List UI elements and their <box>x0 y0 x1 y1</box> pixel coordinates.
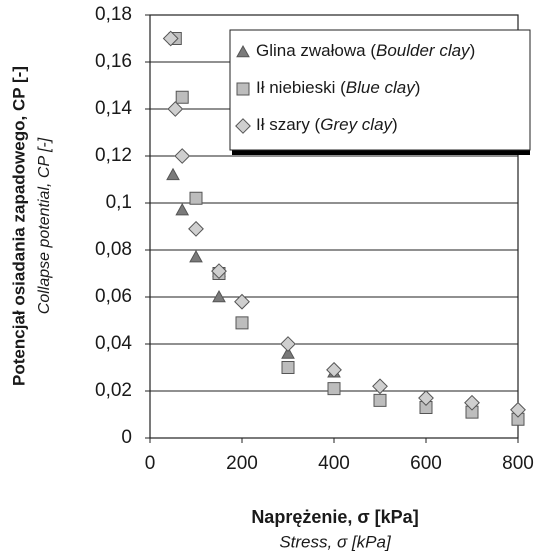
legend-label-part: Ił szary ( <box>256 115 321 134</box>
marker <box>510 401 526 418</box>
y-tick-label: 0,04 <box>95 333 132 354</box>
marker <box>281 361 295 374</box>
x-tick-label: 0 <box>145 453 156 474</box>
marker <box>234 293 250 310</box>
marker <box>175 203 190 216</box>
legend-label-part: Grey clay <box>320 115 393 134</box>
marker <box>162 30 179 47</box>
x-tick-label: 200 <box>226 453 258 474</box>
marker <box>189 191 203 205</box>
legend-shadow <box>232 148 530 155</box>
legend-marker <box>235 118 251 134</box>
legend-label-part: ) <box>392 115 398 134</box>
marker <box>281 346 295 359</box>
marker <box>188 220 204 237</box>
marker <box>212 289 226 303</box>
marker <box>372 378 388 395</box>
x-axis-label-en: Stress, σ [kPa] <box>279 532 392 551</box>
marker <box>174 148 191 164</box>
marker <box>235 316 249 330</box>
legend-label: Ił niebieski (Blue clay) <box>256 78 420 97</box>
marker <box>280 336 296 352</box>
y-tick-label: 0,08 <box>95 239 132 260</box>
y-tick-label: 0,16 <box>95 51 132 72</box>
x-tick-label: 600 <box>410 453 442 474</box>
y-axis-label: Potencjał osiadania zapadowego, CP [-] <box>9 66 28 386</box>
legend-label: Ił szary (Grey clay) <box>256 115 398 134</box>
marker <box>418 390 434 406</box>
marker <box>326 361 342 378</box>
legend-label-part: Blue clay <box>346 78 416 97</box>
legend-label-part: ) <box>470 41 476 60</box>
legend-label-part: ) <box>415 78 421 97</box>
y-tick-label: 0,1 <box>106 192 132 213</box>
y-tick-label: 0,14 <box>95 98 132 119</box>
marker <box>175 90 189 104</box>
legend-marker <box>236 82 250 96</box>
marker <box>464 394 480 411</box>
y-tick-label: 0,18 <box>95 4 132 25</box>
marker <box>189 250 203 263</box>
y-tick-label: 0 <box>121 427 132 448</box>
legend-box <box>229 29 531 151</box>
x-tick-label: 400 <box>318 453 350 474</box>
legend-marker <box>236 44 250 58</box>
x-axis-label: Naprężenie, σ [kPa] <box>251 507 418 527</box>
legend-label-part: Boulder clay <box>376 41 471 60</box>
y-tick-label: 0,12 <box>95 145 132 166</box>
y-tick-label: 0,02 <box>95 380 132 401</box>
x-tick-label: 800 <box>502 453 534 474</box>
legend-label-part: Glina zwałowa ( <box>256 41 376 60</box>
marker <box>327 382 341 396</box>
marker <box>167 101 184 117</box>
y-tick-label: 0,06 <box>95 286 132 307</box>
legend-label: Glina zwałowa (Boulder clay) <box>256 41 475 60</box>
y-axis-label-en: Collapse potential, CP [-] <box>36 137 53 314</box>
marker <box>166 167 180 181</box>
marker <box>211 263 227 280</box>
legend-label-part: Ił niebieski ( <box>256 78 346 97</box>
marker <box>373 393 387 407</box>
